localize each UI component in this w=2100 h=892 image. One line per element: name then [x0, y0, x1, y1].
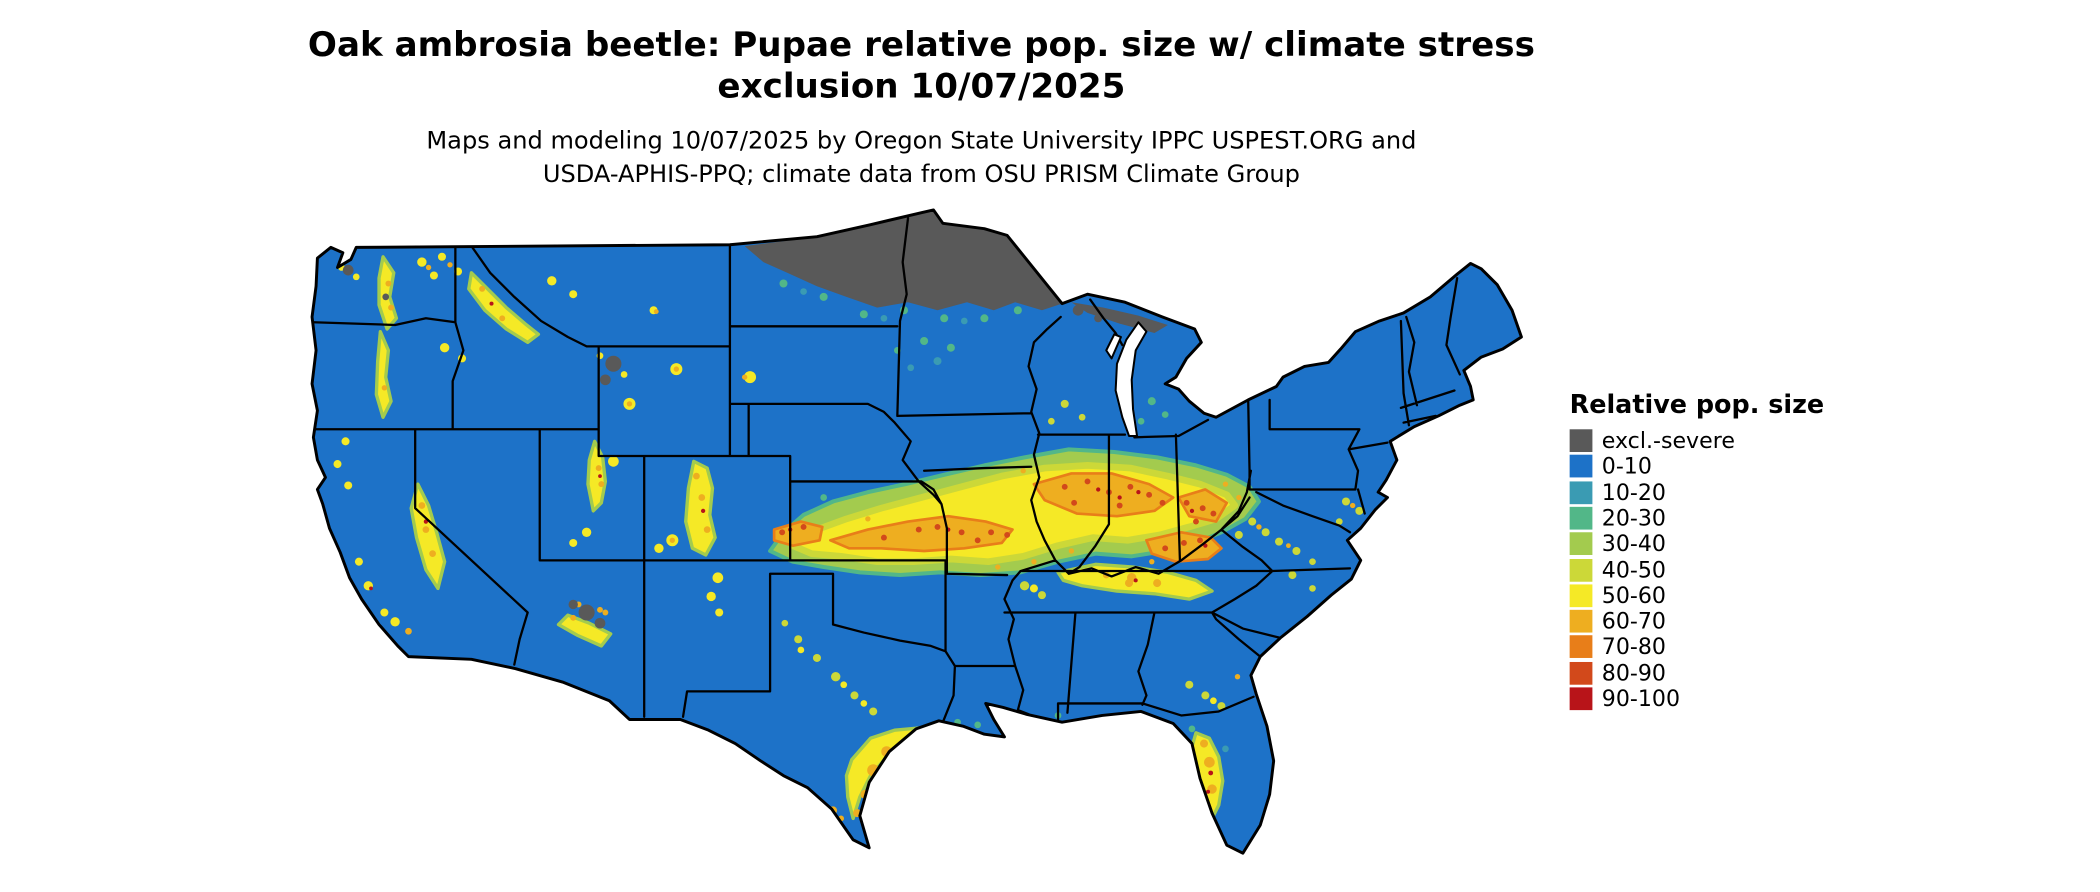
chart-title-line1: Oak ambrosia beetle: Pupae relative pop.…	[308, 25, 1535, 65]
legend-label: 0-10	[1602, 454, 1652, 479]
legend-label: 20-30	[1602, 507, 1666, 532]
legend-row: 50-60	[1569, 584, 1666, 609]
legend-row: 70-80	[1569, 635, 1666, 660]
legend-row: 20-30	[1569, 506, 1666, 532]
legend-row: excl.-severe	[1569, 429, 1735, 454]
legend-label: 10-20	[1602, 481, 1666, 506]
us-map	[310, 208, 1523, 855]
legend-swatch	[1569, 584, 1593, 608]
legend-swatch	[1569, 454, 1593, 478]
lake-michigan	[1114, 321, 1148, 437]
state-boundaries	[312, 216, 1461, 724]
chart-subtitle-line2: USDA-APHIS-PPQ; climate data from OSU PR…	[543, 160, 1300, 188]
legend-swatch	[1569, 635, 1593, 658]
legend-swatch	[1569, 687, 1593, 711]
legend-row: 60-70	[1569, 609, 1666, 635]
legend-row: 30-40	[1569, 532, 1666, 557]
green-bay	[1105, 333, 1122, 360]
legend-row: 10-20	[1569, 481, 1666, 506]
legend-label: 80-90	[1602, 662, 1666, 687]
chart-subtitle-line1: Maps and modeling 10/07/2025 by Oregon S…	[426, 126, 1416, 154]
great-lakes	[1105, 321, 1148, 437]
us-outline	[310, 208, 1523, 855]
legend-swatch	[1569, 506, 1593, 530]
legend-swatch	[1569, 532, 1593, 555]
western-mountain-bands	[374, 255, 717, 648]
legend-label: 30-40	[1602, 532, 1666, 557]
legend-label: 60-70	[1602, 610, 1666, 635]
legend-swatch	[1569, 661, 1593, 685]
legend-swatch	[1569, 481, 1593, 505]
legend-swatch	[1569, 429, 1593, 453]
western-yellow-speckle	[333, 252, 1217, 707]
legend-swatch	[1569, 559, 1593, 582]
legend-swatch	[1569, 609, 1593, 633]
legend-label: 50-60	[1602, 584, 1666, 609]
raster-fringe-teal	[800, 288, 1229, 753]
scattered-yellowgreen-speckle	[781, 399, 1364, 716]
hot-corridor	[768, 447, 1261, 578]
chart-title-line2: exclusion 10/07/2025	[717, 67, 1125, 107]
legend-row: 40-50	[1569, 559, 1666, 584]
legend-row: 80-90	[1569, 661, 1666, 687]
western-orange-speckle	[381, 262, 1356, 680]
legend-row: 90-100	[1569, 687, 1680, 712]
legend-label: 70-80	[1602, 635, 1666, 660]
legend-label: 40-50	[1602, 559, 1666, 584]
legend-label: 90-100	[1602, 687, 1680, 712]
legend: Relative pop. size excl.-severe 0-10 10-…	[1569, 389, 1824, 712]
legend-title: Relative pop. size	[1570, 389, 1824, 419]
legend-row: 0-10	[1569, 454, 1652, 479]
legend-label: excl.-severe	[1602, 429, 1735, 454]
